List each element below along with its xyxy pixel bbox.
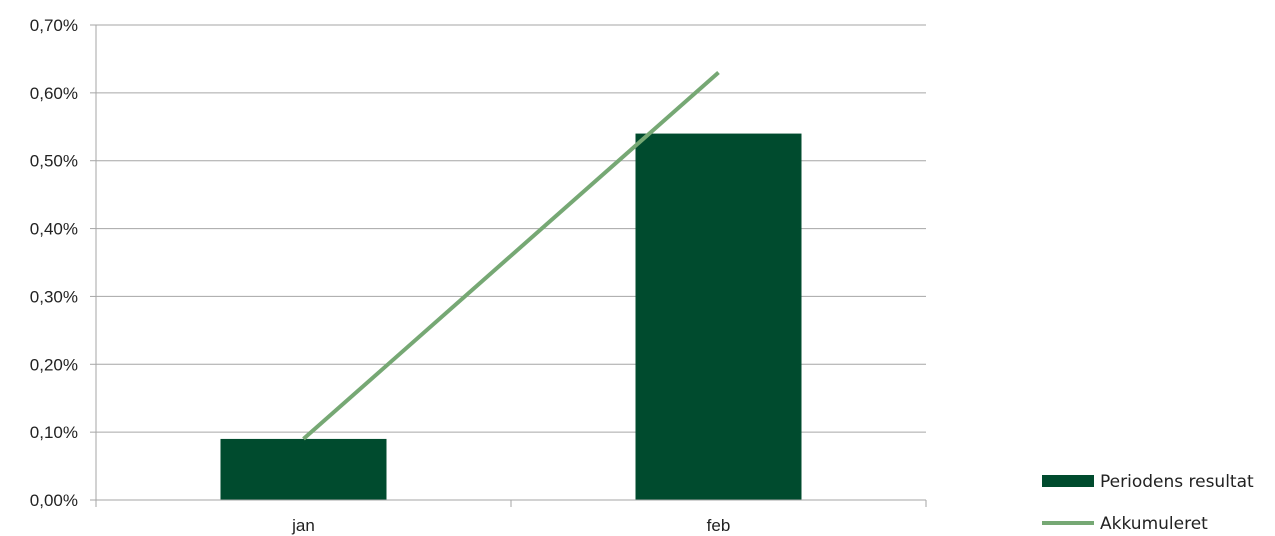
x-tick-label: jan [291,516,315,535]
y-tick-label: 0,40% [30,220,78,239]
x-axis-labels: jan feb [291,516,730,535]
y-tick-label: 0,00% [30,491,78,510]
legend-label: Akkumuleret [1100,514,1208,534]
y-tick-label: 0,70% [30,16,78,35]
bars [221,134,802,500]
x-tick-label: feb [707,516,731,535]
legend-label: Periodens resultat [1100,472,1254,492]
y-tick-label: 0,50% [30,152,78,171]
y-tick-label: 0,10% [30,423,78,442]
legend: Periodens resultat Akkumuleret [1042,472,1254,534]
bar-feb [636,134,802,500]
bar-jan [221,439,387,500]
legend-swatch-bar [1042,475,1094,487]
y-tick-label: 0,20% [30,355,78,374]
y-axis-ticks: 0,00% 0,10% 0,20% 0,30% 0,40% 0,50% 0,60% 0,70% [30,16,96,510]
y-tick-label: 0,30% [30,287,78,306]
y-tick-label: 0,60% [30,84,78,103]
